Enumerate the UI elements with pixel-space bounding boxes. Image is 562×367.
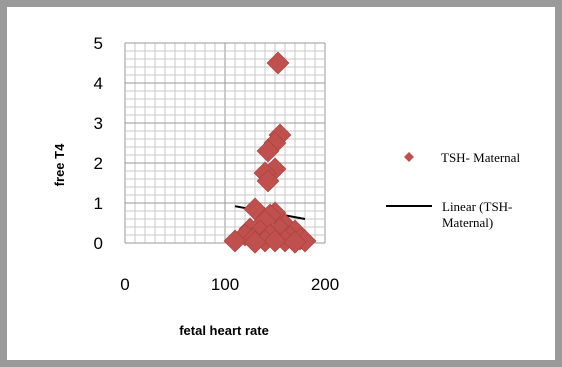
x-axis-title: fetal heart rate xyxy=(179,323,269,338)
y-tick-labels: 0 1 2 3 4 5 xyxy=(94,34,103,253)
legend-marker-tsh-maternal xyxy=(404,152,414,162)
x-tick-label: 100 xyxy=(211,275,239,294)
grid-layer xyxy=(124,42,326,244)
y-tick-label: 4 xyxy=(94,74,103,93)
y-tick-label: 5 xyxy=(94,34,103,53)
data-point xyxy=(283,230,307,254)
data-point xyxy=(256,139,280,163)
legend-label-linear: Linear (TSH-Maternal) xyxy=(442,199,512,230)
x-tick-labels: 0 100 200 xyxy=(120,275,339,294)
legend-label-tsh-maternal: TSH- Maternal xyxy=(441,150,520,165)
data-point xyxy=(263,229,287,253)
y-tick-label: 0 xyxy=(94,234,103,253)
data-point xyxy=(256,169,280,193)
data-point xyxy=(266,51,290,75)
data-point xyxy=(243,230,267,254)
legend: TSH- Maternal Linear (TSH-Maternal) xyxy=(386,150,520,230)
y-tick-label: 2 xyxy=(94,154,103,173)
y-tick-label: 3 xyxy=(94,114,103,133)
data-point xyxy=(223,229,247,253)
y-axis-title: free T4 xyxy=(52,143,67,186)
x-tick-label: 0 xyxy=(120,275,129,294)
x-tick-label: 200 xyxy=(311,275,339,294)
y-tick-label: 1 xyxy=(94,194,103,213)
scatter-points xyxy=(223,51,317,254)
